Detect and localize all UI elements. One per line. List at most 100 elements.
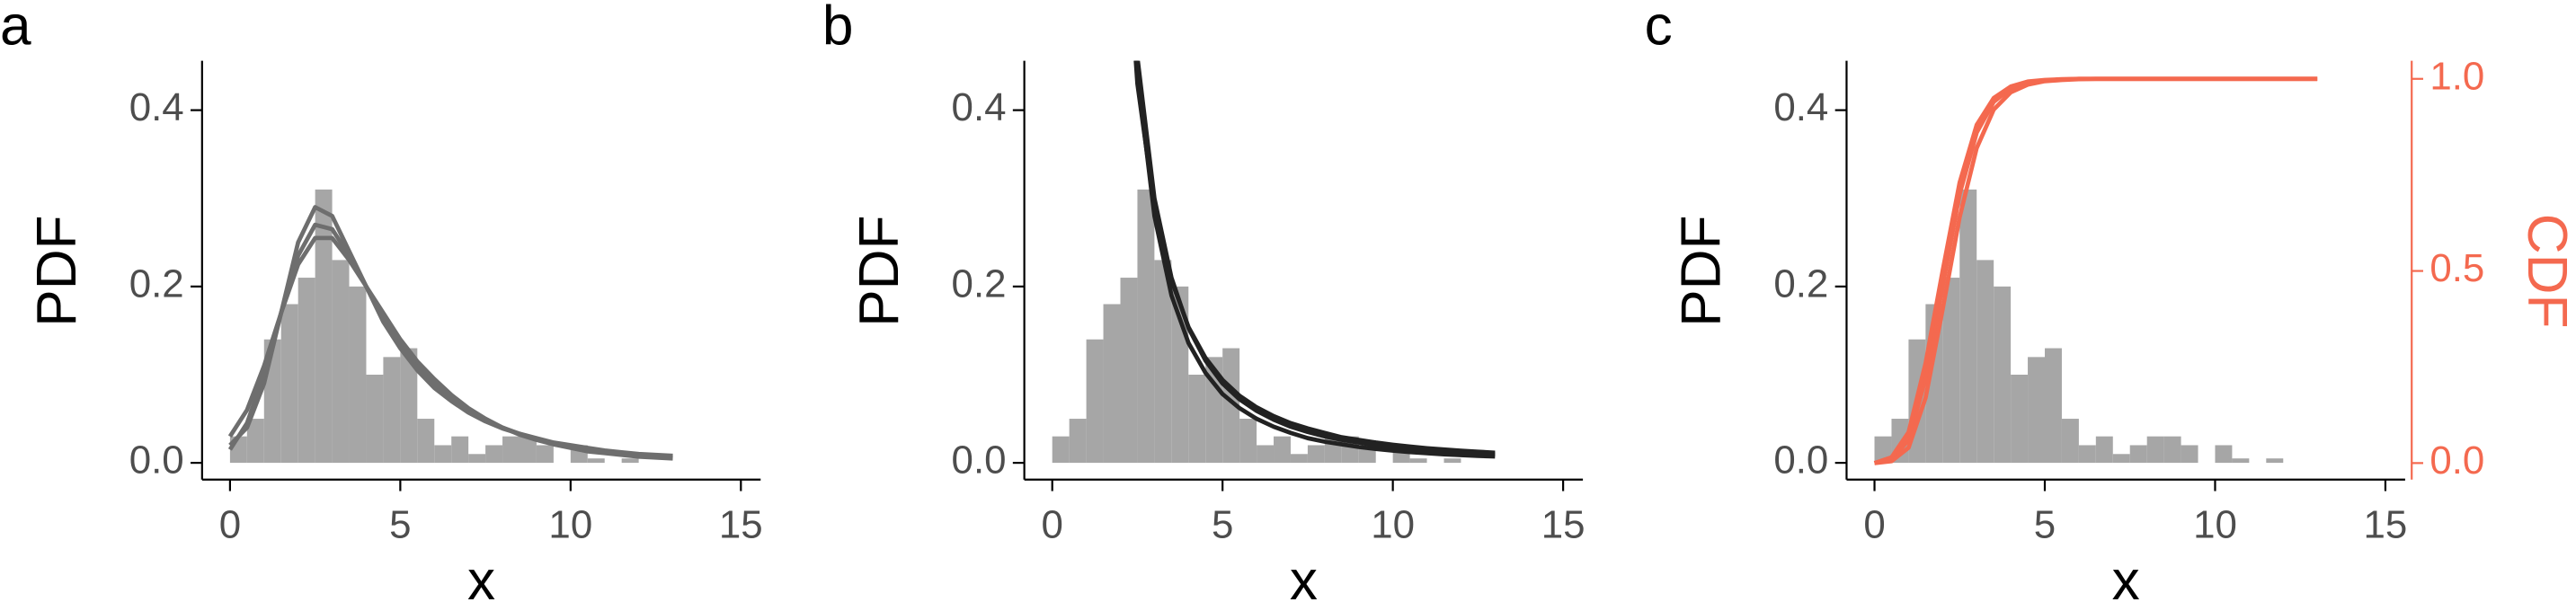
y-tick-label: 0.2 xyxy=(1773,261,1828,306)
histogram-bar xyxy=(1086,339,1104,464)
panel-label: b xyxy=(822,0,854,57)
histogram-bar xyxy=(2232,458,2250,464)
histogram-bar xyxy=(536,445,554,464)
y-axis-title: PDF xyxy=(1671,215,1733,326)
histogram-bar xyxy=(2266,458,2284,464)
histogram-bar xyxy=(2146,436,2164,464)
y-tick-label: 0.4 xyxy=(952,85,1007,129)
y-tick-label: 0.0 xyxy=(1773,438,1828,483)
y2-axis-title: CDF xyxy=(2516,214,2576,329)
y2-tick-label: 0.5 xyxy=(2429,246,2484,290)
curve xyxy=(227,235,673,461)
histogram-bar xyxy=(587,458,605,464)
histogram-bar xyxy=(2215,445,2233,464)
histogram-bar xyxy=(1274,436,1291,464)
y2-tick-label: 0.0 xyxy=(2429,438,2484,483)
y-tick-label: 0.0 xyxy=(129,438,184,483)
histogram-bar xyxy=(2061,419,2079,464)
histogram-bar xyxy=(298,278,315,464)
histogram-bar xyxy=(1874,436,1892,464)
histogram-bar xyxy=(1120,278,1138,464)
y-tick-label: 0.2 xyxy=(129,261,184,306)
curves xyxy=(1873,76,2318,465)
curve xyxy=(1135,60,1496,457)
histogram-bar xyxy=(1290,454,1308,464)
x-tick-label: 0 xyxy=(1863,502,1885,546)
x-axis-title: x xyxy=(1290,550,1318,611)
histogram-bar xyxy=(1257,445,1275,464)
histogram-bar xyxy=(485,445,503,464)
panel: c 0.0 0.2 0.4 0 5 10 15 x PDF 0.0 0.5 1.0 CDF xyxy=(1645,0,2576,611)
histogram-bar xyxy=(349,286,367,464)
curve xyxy=(1873,76,2318,465)
histogram-bar xyxy=(1069,419,1087,464)
histogram-bar xyxy=(1052,436,1070,464)
histogram-bar xyxy=(1239,419,1257,464)
histogram-bar xyxy=(2078,445,2096,464)
histogram-bar xyxy=(468,454,486,464)
x-axis-title: x xyxy=(2112,550,2140,611)
histogram-bar xyxy=(400,348,418,464)
histogram-bar xyxy=(280,304,298,464)
y-axis-title: PDF xyxy=(26,215,88,326)
x-tick-label: 15 xyxy=(2364,502,2408,546)
histogram-bar xyxy=(383,357,401,464)
panel-label: a xyxy=(0,0,31,57)
panel: b 0.0 0.2 0.4 0 5 10 15 x PDF xyxy=(822,0,1586,611)
x-tick-label: 5 xyxy=(389,502,411,546)
histogram-bar xyxy=(315,189,333,464)
x-tick-label: 10 xyxy=(548,502,592,546)
histogram-bar xyxy=(2044,348,2062,464)
histogram-bar xyxy=(1205,357,1223,464)
histogram-bar xyxy=(1976,260,1994,464)
histogram-bar xyxy=(2028,357,2045,464)
histogram-bar xyxy=(434,445,452,464)
y-tick-label: 0.0 xyxy=(952,438,1007,483)
histogram-bar xyxy=(1188,374,1206,464)
curve xyxy=(1134,60,1496,459)
x-tick-label: 10 xyxy=(2193,502,2237,546)
histogram-bar xyxy=(1222,348,1240,464)
histogram-bar xyxy=(1409,458,1427,464)
histogram-bar xyxy=(2163,436,2181,464)
curves xyxy=(1133,60,1496,459)
histogram-bar xyxy=(519,436,537,464)
x-tick-label: 5 xyxy=(1212,502,1233,546)
histogram-bar xyxy=(2181,445,2198,464)
histogram-bar xyxy=(332,260,350,464)
x-tick-label: 0 xyxy=(219,502,241,546)
y-axis-title: PDF xyxy=(848,215,910,326)
histogram-bar xyxy=(451,436,469,464)
histogram-bar xyxy=(2112,454,2130,464)
histogram-bar xyxy=(246,419,264,464)
y-tick-label: 0.4 xyxy=(1773,85,1828,129)
panel: a 0.0 0.2 0.4 0 5 10 15 x PDF xyxy=(0,0,763,611)
histogram-bar xyxy=(1959,189,1977,464)
histogram-bar xyxy=(1942,278,1960,464)
histogram-bar xyxy=(2129,445,2147,464)
y-tick-label: 0.4 xyxy=(129,85,184,129)
histogram-bar xyxy=(1154,260,1172,464)
histogram-bar xyxy=(1307,445,1325,464)
y2-tick-label: 1.0 xyxy=(2429,54,2484,98)
histogram-bar xyxy=(417,419,435,464)
histogram-bar xyxy=(366,374,384,464)
x-tick-label: 15 xyxy=(1541,502,1586,546)
histogram-bar xyxy=(1443,458,1461,464)
histogram-bar xyxy=(1137,189,1155,464)
x-tick-label: 5 xyxy=(2034,502,2056,546)
histogram-bar xyxy=(2095,436,2113,464)
x-axis-title: x xyxy=(467,550,495,611)
x-tick-label: 15 xyxy=(719,502,763,546)
histogram-bar xyxy=(621,458,639,464)
x-tick-label: 0 xyxy=(1042,502,1063,546)
histogram-bar xyxy=(502,436,520,464)
histogram-bar xyxy=(1103,304,1121,464)
panel-label: c xyxy=(1645,0,1673,57)
histogram-bar xyxy=(1994,286,2012,464)
y-tick-label: 0.2 xyxy=(952,261,1007,306)
curves xyxy=(227,205,673,461)
histogram-bar xyxy=(2011,374,2029,464)
